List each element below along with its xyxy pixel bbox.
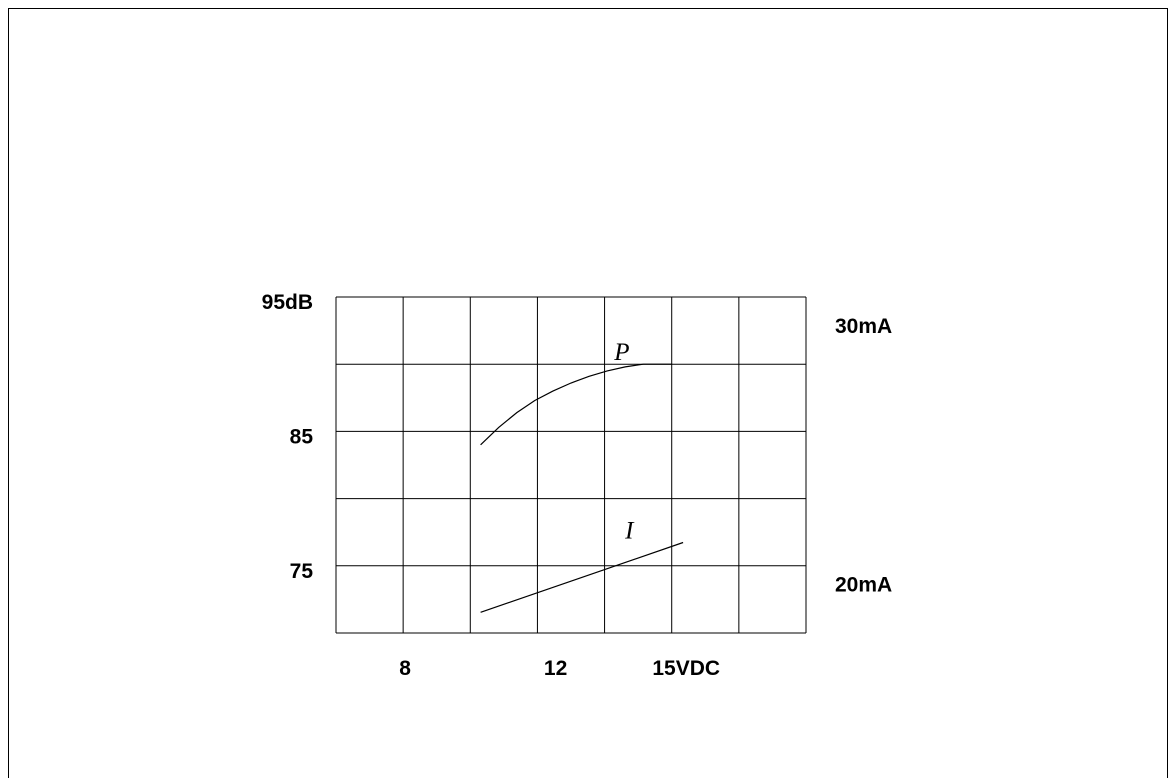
- x-tick-label: 8: [399, 657, 411, 680]
- series-label-P: P: [613, 339, 629, 366]
- y2-tick-label: 20mA: [835, 573, 892, 596]
- figure-frame: [8, 8, 1168, 778]
- x-tick-label: 12: [544, 657, 567, 680]
- x-tick-label: 15VDC: [652, 657, 720, 680]
- series-line-P: [480, 363, 673, 446]
- tick-labels: 8 12 15VDC 95dB 85 75 30mA 20mA: [262, 291, 893, 680]
- y-tick-label: 85: [290, 425, 314, 448]
- grid: [335, 296, 807, 634]
- y-tick-label: 95dB: [262, 291, 313, 314]
- series-line-I: [480, 541, 684, 613]
- y-tick-label: 75: [290, 560, 314, 583]
- series-label-I: I: [624, 518, 635, 545]
- y2-tick-label: 30mA: [835, 315, 892, 338]
- series-layer: PI: [480, 339, 684, 613]
